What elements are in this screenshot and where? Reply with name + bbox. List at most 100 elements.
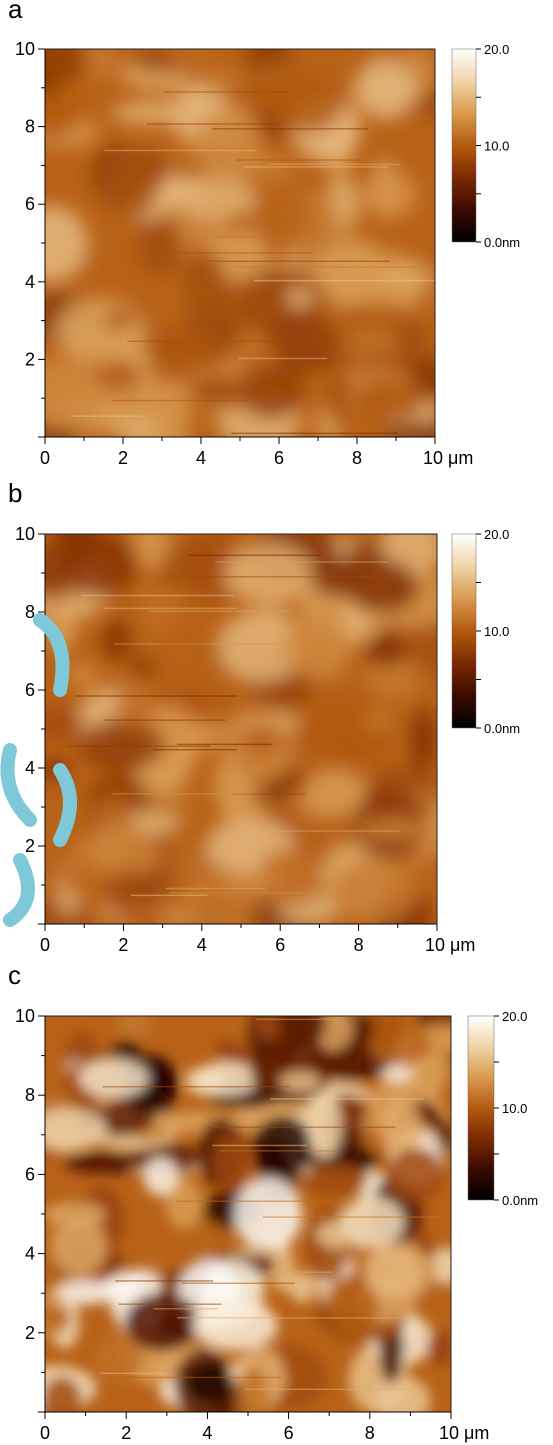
- scan-line: [81, 594, 234, 597]
- scan-line: [163, 91, 289, 93]
- scan-line: [235, 159, 362, 161]
- scan-line: [176, 1200, 330, 1202]
- afm-height-map-c: 0 2 4 6 8 10 μm 10 8 6 4 2 20.0 10.0 0.0nm: [15, 1006, 538, 1443]
- x-tick-label: 10 μm: [439, 1423, 489, 1443]
- y-tick-label: 2: [25, 349, 35, 369]
- height-blob: [45, 897, 91, 924]
- scan-line: [182, 1282, 296, 1285]
- height-blob: [344, 559, 420, 613]
- x-tick-label: 0: [40, 935, 50, 955]
- height-blob: [262, 218, 290, 264]
- heatmap-blobs: [45, 1016, 451, 1412]
- height-blob: [366, 634, 405, 666]
- scan-line: [238, 357, 328, 360]
- scan-line: [189, 554, 322, 557]
- x-tick-label: 2: [121, 1423, 131, 1443]
- scan-line: [231, 432, 399, 435]
- x-tick-label: 2: [118, 935, 128, 955]
- height-blob: [234, 1177, 303, 1252]
- height-blob: [45, 703, 83, 743]
- height-blob: [59, 861, 103, 897]
- scan-line: [113, 643, 281, 645]
- scan-line: [255, 1018, 331, 1021]
- colorbar-label: 20.0: [502, 1009, 527, 1024]
- height-blob: [307, 1091, 342, 1159]
- x-tick-label: 2: [118, 448, 128, 468]
- height-blob: [143, 1157, 179, 1196]
- height-blob: [353, 60, 417, 118]
- height-blob: [47, 603, 76, 653]
- scan-line: [102, 1085, 290, 1088]
- x-tick-label: 0: [40, 448, 50, 468]
- scan-line: [152, 748, 237, 751]
- scan-line: [219, 1150, 336, 1152]
- scan-line: [242, 166, 388, 168]
- y-tick-label: 8: [25, 117, 35, 137]
- height-blob: [238, 364, 305, 420]
- height-blob: [302, 1163, 368, 1197]
- height-blob: [159, 899, 199, 924]
- scan-line: [213, 235, 301, 238]
- height-blob: [59, 534, 139, 596]
- height-blob: [63, 1151, 151, 1175]
- y-tick-label: 6: [25, 194, 35, 214]
- y-tick-label: 10: [15, 1006, 35, 1026]
- scan-line: [269, 1271, 333, 1274]
- height-blob: [380, 258, 431, 297]
- height-blob: [182, 534, 225, 598]
- x-tick-label: 8: [354, 935, 364, 955]
- height-blob: [329, 858, 417, 924]
- height-blob: [327, 372, 353, 427]
- x-tick-label: 10 μm: [423, 448, 473, 468]
- colorbar-label: 20.0: [484, 527, 509, 542]
- scan-line: [240, 830, 400, 832]
- colorbar-label: 0.0nm: [484, 235, 520, 250]
- scan-line: [104, 719, 226, 721]
- heatmap-image: [45, 49, 435, 437]
- colorbar-gradient: [451, 48, 477, 243]
- panel-b: b 0 2 4 6 8 10 μm 10 8 6 4 2 20.0 10.0 0.0nm: [0, 480, 553, 964]
- colorbar-label: 10.0: [502, 1101, 527, 1116]
- y-tick-label: 4: [25, 758, 35, 778]
- scan-line: [267, 163, 401, 166]
- scan-line: [186, 576, 376, 578]
- scan-line: [127, 340, 326, 343]
- height-blob: [380, 1097, 422, 1159]
- height-blob: [111, 100, 200, 126]
- scan-line: [140, 252, 313, 254]
- heatmap-blobs: [45, 534, 437, 924]
- height-blob: [78, 719, 165, 771]
- y-tick-label: 10: [15, 524, 35, 544]
- scan-line: [166, 887, 266, 890]
- height-blob: [100, 618, 132, 662]
- height-blob: [66, 664, 98, 687]
- height-blob: [153, 796, 197, 818]
- y-tick-label: 6: [25, 680, 35, 700]
- height-blob: [288, 1271, 316, 1303]
- height-blob: [361, 171, 418, 219]
- height-blob: [100, 146, 161, 219]
- height-blob: [363, 707, 390, 733]
- height-blob: [85, 49, 118, 80]
- afm-height-map-b: 0 2 4 6 8 10 μm 10 8 6 4 2 20.0 10.0 0.0nm: [15, 524, 520, 955]
- height-blob: [251, 1116, 316, 1177]
- scan-line: [209, 260, 391, 262]
- panel-label: a: [8, 0, 23, 24]
- height-blob: [374, 1376, 431, 1412]
- x-tick-label: 6: [275, 935, 285, 955]
- y-tick-label: 4: [25, 1244, 35, 1264]
- x-tick-label: 8: [352, 448, 362, 468]
- height-blob: [102, 871, 161, 901]
- x-tick-label: 6: [284, 1423, 294, 1443]
- height-blob: [411, 706, 436, 773]
- x-tick-label: 4: [196, 448, 206, 468]
- scan-line: [262, 1216, 440, 1218]
- height-blob: [45, 758, 70, 781]
- scan-line: [153, 1308, 219, 1310]
- colorbar-label: 20.0: [484, 42, 509, 57]
- y-tick-label: 8: [25, 602, 35, 622]
- panel-label: c: [8, 960, 21, 990]
- scan-line: [207, 1126, 396, 1129]
- scan-line: [211, 128, 369, 130]
- height-blob: [79, 1058, 149, 1099]
